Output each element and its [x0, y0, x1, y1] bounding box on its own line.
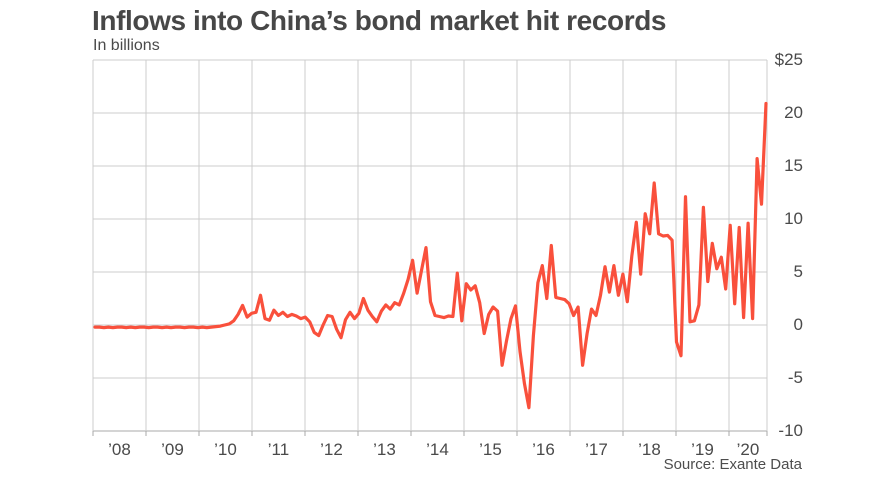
- y-tick-label: 20: [784, 103, 803, 122]
- y-tick-label: -5: [787, 368, 803, 387]
- x-tick-label: ’09: [161, 440, 184, 459]
- x-tick-label: ’17: [585, 440, 608, 459]
- x-tick-label: ’19: [691, 440, 714, 459]
- x-tick-label: ’08: [108, 440, 131, 459]
- source-note: Source: Exante Data: [663, 456, 802, 473]
- x-tick-label: ’10: [214, 440, 237, 459]
- x-tick-label: ’12: [320, 440, 343, 459]
- y-tick-label: 5: [793, 262, 803, 281]
- x-tick-label: ’15: [479, 440, 502, 459]
- inflows-line-series: [93, 101, 768, 410]
- x-tick-label: ’11: [267, 440, 290, 459]
- y-tick-label: 0: [793, 315, 803, 334]
- x-tick-label: ’16: [532, 440, 555, 459]
- y-tick-label: -10: [778, 421, 803, 440]
- y-tick-label: 15: [784, 156, 803, 175]
- x-tick-label: ’18: [638, 440, 661, 459]
- y-tick-label: $25: [774, 50, 803, 69]
- x-tick-label: ’20: [736, 440, 760, 459]
- chart-subtitle: In billions: [93, 37, 160, 54]
- x-tick-label: ’14: [426, 440, 449, 459]
- y-tick-label: 10: [784, 209, 803, 228]
- chart-title: Inflows into China’s bond market hit rec…: [92, 5, 667, 36]
- x-tick-label: ’13: [373, 440, 396, 459]
